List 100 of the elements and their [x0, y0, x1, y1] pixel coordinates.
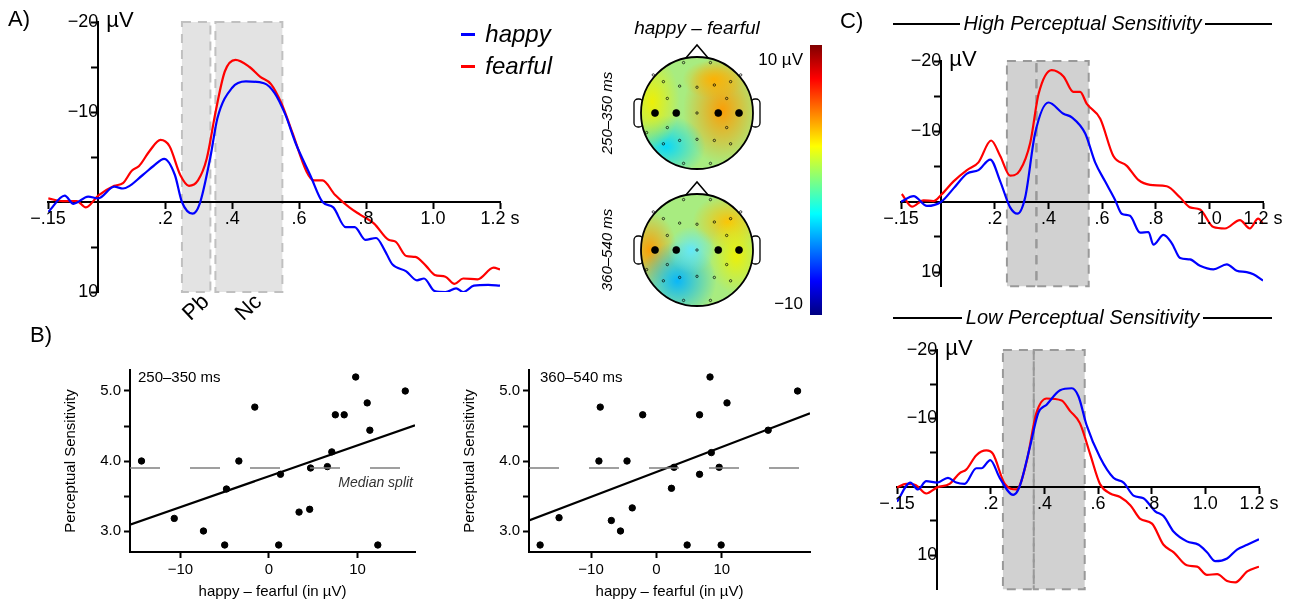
x-tick-label: .4: [224, 207, 240, 228]
y-tick-label: −20: [67, 10, 99, 31]
point: [706, 373, 714, 381]
text: 360–540 ms: [598, 208, 615, 292]
text: B): [30, 322, 52, 348]
point: [276, 470, 285, 478]
x-tick-label: .6: [1090, 492, 1106, 513]
y-tick-label: −10: [67, 100, 99, 121]
chart-title: High Perceptual Sensitivity: [963, 12, 1202, 35]
x-axis-title: happy – fearful (in µV): [198, 582, 347, 600]
x-tick-label: −10: [167, 560, 194, 578]
x-tick-label: −10: [578, 560, 604, 578]
point: [222, 485, 231, 493]
x-tick-label: .2: [983, 492, 999, 513]
point: [366, 426, 374, 434]
text: 250–350 ms: [598, 71, 615, 156]
point: [401, 387, 409, 395]
point: [607, 516, 616, 525]
text: −10: [774, 294, 803, 314]
point: [199, 527, 208, 535]
x-tick-label: 0: [264, 560, 274, 578]
y-axis-title: Perceptual Sensitivity: [460, 388, 478, 533]
point: [275, 541, 283, 549]
chart-title: Low Perceptual Sensitivity: [965, 306, 1200, 329]
x-tick-label: 1.2 s: [480, 207, 520, 228]
x-tick-label: .2: [987, 207, 1003, 228]
point: [683, 541, 691, 549]
y-tick-label: 5.0: [499, 381, 520, 399]
point: [221, 541, 229, 549]
y-axis-title: Perceptual Sensitivity: [61, 388, 79, 533]
y-tick-label: 10: [78, 280, 99, 301]
annotation: 360–540 ms: [540, 368, 623, 385]
y-tick-label: 5.0: [100, 381, 121, 399]
x-tick-label: 1.2 s: [1243, 207, 1283, 228]
x-tick-label: .6: [291, 207, 307, 228]
y-axis-title: µV: [945, 335, 973, 361]
x-tick-label: .8: [1148, 207, 1164, 228]
point: [235, 457, 243, 465]
point: [555, 514, 563, 522]
point: [616, 527, 625, 535]
x-tick-label: 1.0: [1192, 492, 1218, 513]
point: [717, 541, 725, 549]
x-tick-label: −.15: [30, 207, 66, 228]
text: C): [840, 8, 864, 34]
point: [328, 448, 336, 456]
point: [723, 399, 731, 407]
point: [695, 411, 704, 419]
band-label: Nc: [229, 288, 267, 326]
point: [536, 541, 544, 549]
text: 10 µV: [758, 50, 804, 70]
y-tick-label: −20: [906, 338, 938, 359]
point: [793, 387, 802, 395]
y-tick-label: 10: [921, 261, 942, 282]
legend-label: fearful: [485, 51, 552, 81]
y-tick-label: 3.0: [499, 521, 520, 539]
point: [707, 448, 716, 457]
legend-label: happy: [485, 19, 551, 49]
point: [623, 457, 631, 465]
point: [331, 411, 340, 419]
point: [596, 403, 604, 411]
y-axis-title: µV: [949, 46, 977, 72]
x-tick-label: −.15: [879, 492, 915, 513]
y-tick-label: 4.0: [100, 451, 121, 469]
x-axis-title: happy – fearful (in µV): [595, 582, 744, 600]
point: [363, 399, 371, 407]
point: [170, 514, 178, 523]
annotation: 250–350 ms: [138, 368, 221, 385]
point: [137, 457, 146, 465]
band-label: Pb: [176, 288, 214, 326]
x-tick-label: .4: [1040, 207, 1056, 228]
y-tick-label: −10: [910, 120, 942, 141]
point: [595, 457, 603, 465]
x-tick-label: 10: [349, 560, 366, 578]
y-axis-title: µV: [106, 7, 134, 33]
y-tick-label: 3.0: [100, 521, 121, 539]
point: [352, 373, 360, 381]
text: A): [8, 6, 30, 32]
text: happy – fearful: [634, 17, 761, 38]
x-tick-label: .4: [1036, 492, 1052, 513]
x-tick-label: .2: [157, 207, 173, 228]
point: [340, 411, 348, 419]
point: [295, 508, 303, 516]
x-tick-label: 0: [652, 560, 661, 578]
x-tick-label: 10: [713, 560, 731, 578]
point: [251, 403, 259, 411]
point: [695, 470, 704, 478]
point: [639, 411, 647, 419]
point: [667, 484, 676, 492]
x-tick-label: .6: [1094, 207, 1110, 228]
y-tick-label: −10: [906, 407, 938, 428]
x-tick-label: 1.2 s: [1239, 492, 1279, 513]
ref-line-label: Median split: [338, 473, 415, 490]
point: [628, 504, 636, 512]
y-tick-label: 4.0: [499, 451, 520, 469]
point: [374, 541, 382, 549]
x-tick-label: −.15: [883, 207, 919, 228]
x-tick-label: 1.0: [420, 207, 446, 228]
point: [305, 505, 314, 513]
y-tick-label: −20: [910, 49, 942, 70]
y-tick-label: 10: [917, 544, 938, 564]
